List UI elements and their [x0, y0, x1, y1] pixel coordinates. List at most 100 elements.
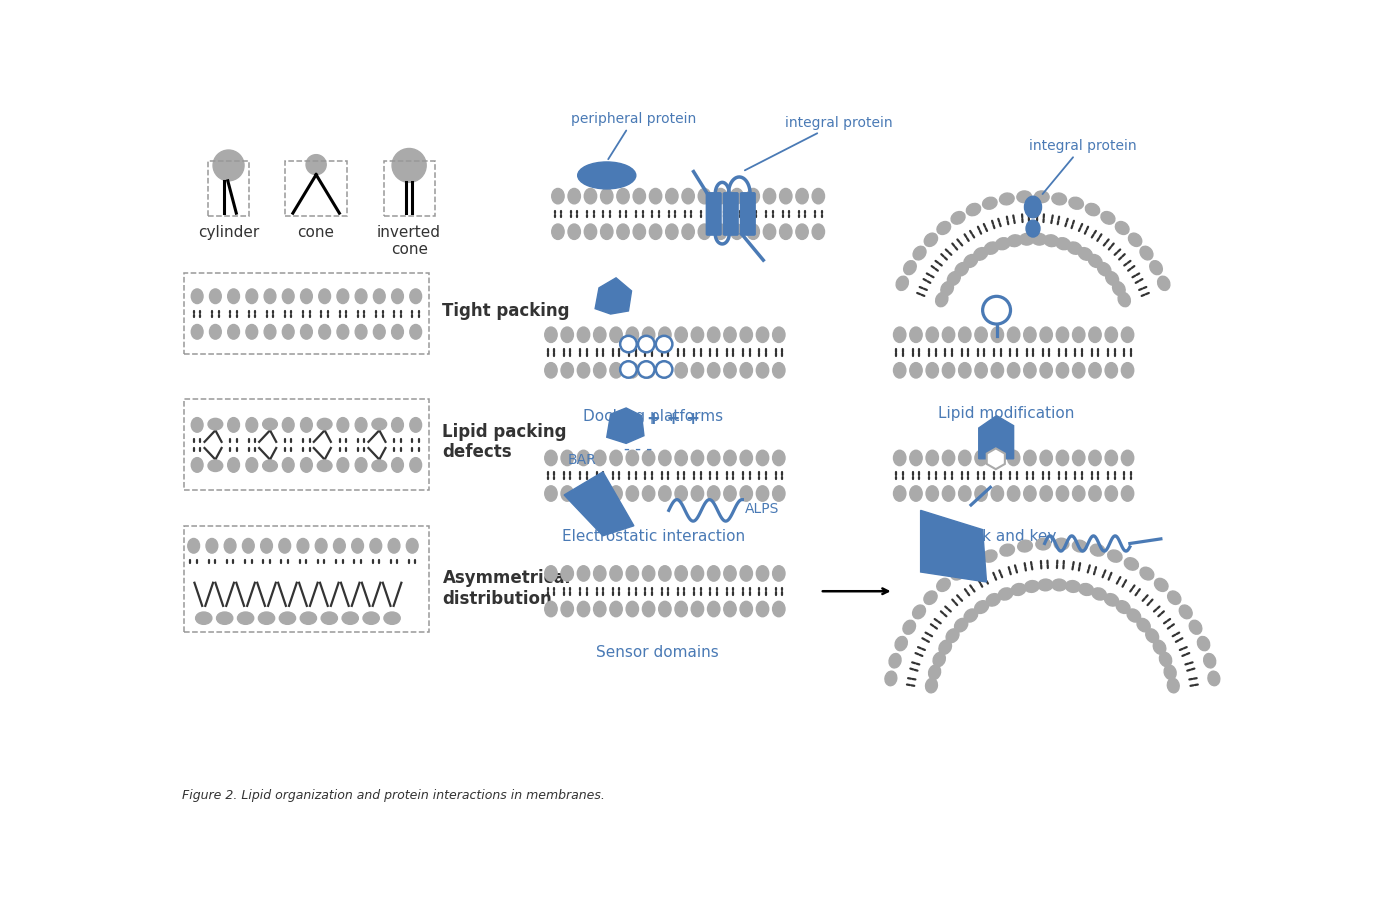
- Ellipse shape: [999, 194, 1014, 206]
- Circle shape: [392, 149, 426, 183]
- Ellipse shape: [601, 225, 614, 241]
- Ellipse shape: [1168, 591, 1180, 605]
- Ellipse shape: [1052, 579, 1067, 591]
- Ellipse shape: [756, 601, 768, 617]
- Ellipse shape: [568, 189, 580, 205]
- Ellipse shape: [698, 189, 710, 205]
- Ellipse shape: [585, 225, 597, 241]
- Ellipse shape: [594, 486, 605, 502]
- Ellipse shape: [568, 225, 580, 241]
- Ellipse shape: [1197, 637, 1209, 651]
- Ellipse shape: [748, 225, 760, 241]
- Text: Tight packing: Tight packing: [442, 302, 569, 320]
- Ellipse shape: [1106, 451, 1118, 466]
- Ellipse shape: [1085, 204, 1100, 217]
- Ellipse shape: [674, 486, 687, 502]
- Ellipse shape: [779, 189, 792, 205]
- Ellipse shape: [1017, 540, 1032, 552]
- Ellipse shape: [1097, 263, 1111, 277]
- Ellipse shape: [545, 363, 557, 379]
- Ellipse shape: [714, 189, 727, 205]
- Ellipse shape: [714, 225, 727, 241]
- Ellipse shape: [724, 566, 737, 581]
- Ellipse shape: [191, 290, 203, 304]
- Ellipse shape: [991, 486, 1003, 502]
- Text: inverted
cone: inverted cone: [377, 225, 441, 257]
- Polygon shape: [596, 279, 632, 314]
- Ellipse shape: [1101, 212, 1115, 225]
- Ellipse shape: [902, 620, 915, 635]
- Ellipse shape: [731, 189, 744, 205]
- Ellipse shape: [643, 363, 655, 379]
- Ellipse shape: [739, 486, 752, 502]
- Circle shape: [638, 362, 655, 378]
- Ellipse shape: [941, 282, 954, 296]
- Ellipse shape: [1032, 234, 1046, 246]
- Ellipse shape: [643, 601, 655, 617]
- Ellipse shape: [1121, 328, 1133, 343]
- Ellipse shape: [224, 539, 236, 554]
- Ellipse shape: [1072, 540, 1088, 552]
- Ellipse shape: [965, 609, 977, 622]
- Ellipse shape: [1115, 222, 1129, 235]
- Ellipse shape: [739, 363, 752, 379]
- Ellipse shape: [1056, 239, 1071, 251]
- Ellipse shape: [1043, 236, 1059, 248]
- Ellipse shape: [391, 325, 404, 340]
- Ellipse shape: [1020, 234, 1034, 246]
- Ellipse shape: [926, 679, 937, 693]
- Ellipse shape: [1089, 255, 1101, 268]
- Ellipse shape: [551, 189, 564, 205]
- Ellipse shape: [896, 277, 908, 292]
- Ellipse shape: [633, 225, 645, 241]
- Ellipse shape: [708, 451, 720, 466]
- Ellipse shape: [650, 225, 662, 241]
- Ellipse shape: [926, 486, 938, 502]
- Ellipse shape: [561, 451, 574, 466]
- Ellipse shape: [959, 328, 972, 343]
- Ellipse shape: [561, 363, 574, 379]
- Ellipse shape: [282, 418, 294, 433]
- Ellipse shape: [691, 451, 703, 466]
- Ellipse shape: [966, 558, 980, 570]
- Ellipse shape: [282, 458, 294, 473]
- Ellipse shape: [1024, 197, 1042, 219]
- Polygon shape: [978, 416, 1013, 459]
- Ellipse shape: [210, 325, 221, 340]
- Ellipse shape: [773, 328, 785, 343]
- Ellipse shape: [228, 418, 239, 433]
- Ellipse shape: [1121, 486, 1133, 502]
- Circle shape: [213, 151, 245, 181]
- Text: cone: cone: [297, 225, 334, 240]
- Ellipse shape: [410, 290, 422, 304]
- Ellipse shape: [943, 486, 955, 502]
- Ellipse shape: [191, 325, 203, 340]
- Ellipse shape: [773, 566, 785, 581]
- Ellipse shape: [594, 363, 605, 379]
- Ellipse shape: [938, 640, 951, 654]
- Ellipse shape: [659, 451, 672, 466]
- Ellipse shape: [959, 451, 972, 466]
- Ellipse shape: [659, 566, 672, 581]
- Ellipse shape: [1089, 451, 1101, 466]
- Ellipse shape: [297, 539, 308, 554]
- Ellipse shape: [659, 363, 672, 379]
- Ellipse shape: [763, 189, 775, 205]
- Ellipse shape: [578, 486, 590, 502]
- Ellipse shape: [1068, 198, 1083, 210]
- Ellipse shape: [926, 328, 938, 343]
- Ellipse shape: [578, 601, 590, 617]
- Ellipse shape: [674, 328, 687, 343]
- Ellipse shape: [626, 486, 638, 502]
- Ellipse shape: [951, 568, 965, 580]
- Ellipse shape: [739, 601, 752, 617]
- Ellipse shape: [1108, 550, 1122, 563]
- Ellipse shape: [1125, 558, 1139, 570]
- Ellipse shape: [1090, 545, 1104, 557]
- Ellipse shape: [948, 272, 960, 286]
- Ellipse shape: [609, 363, 622, 379]
- Ellipse shape: [626, 363, 638, 379]
- Ellipse shape: [959, 486, 972, 502]
- Ellipse shape: [943, 451, 955, 466]
- Ellipse shape: [933, 652, 945, 667]
